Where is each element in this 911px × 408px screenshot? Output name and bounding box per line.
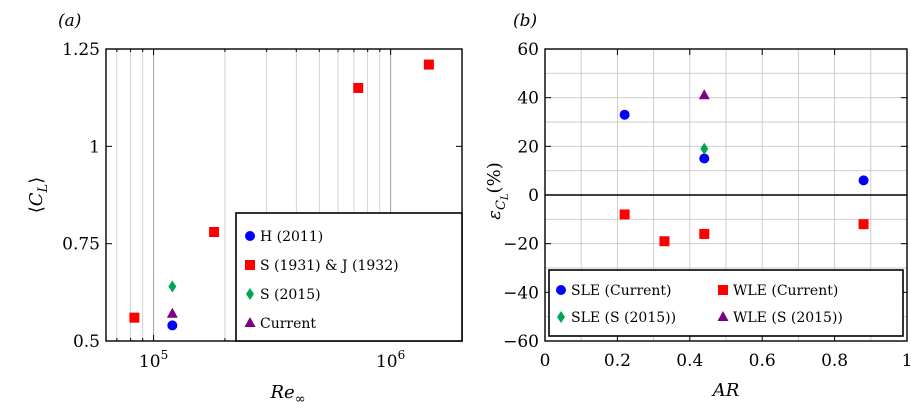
legend-marker (245, 260, 255, 270)
panel-a-chart: 0.5 0.75 1 1.25 105 106 Re∞ ⟨CL⟩ (a) H (2011) S (1… (26, 11, 463, 407)
data-point (699, 153, 710, 164)
legend-box (548, 269, 904, 337)
data-point (698, 89, 710, 100)
data-point (353, 82, 364, 93)
series-circle (167, 320, 178, 331)
legend-entry: H (2011) (260, 229, 323, 245)
series-circle (619, 109, 869, 186)
x-tick-label: 0 (540, 351, 551, 371)
data-point (167, 320, 178, 331)
legend-entry: SLE (Current) (571, 283, 672, 299)
legend-marker (718, 285, 728, 295)
x-tick-label: 0.4 (676, 351, 703, 371)
legend-entry: WLE (Current) (733, 283, 838, 299)
panel-a-label: (a) (58, 11, 81, 31)
data-point (659, 236, 670, 247)
panel-b-legend: SLE (Current) WLE (Current) SLE (S (2015))… (548, 269, 904, 337)
legend-marker (717, 311, 729, 321)
legend-entry: WLE (S (2015)) (733, 310, 843, 326)
x-tick-label: 0.8 (821, 351, 848, 371)
legend-entry: SLE (S (2015)) (571, 310, 676, 326)
x-tick-label: 1 (902, 351, 911, 371)
panel-a-legend: H (2011) S (1931) & J (1932) S (2015) Curre… (235, 212, 463, 342)
legend-marker (245, 231, 255, 241)
legend-marker (556, 285, 566, 295)
series-triangle (166, 307, 178, 318)
x-axis-label: AR (711, 380, 740, 401)
series-square (129, 59, 434, 323)
panel-b-chart: −60 −40 −20 0 20 40 60 0 0.2 0.4 0.6 0.8 1 AR εCL(%) (b… (484, 11, 911, 401)
y-tick-label: 0.5 (73, 332, 100, 352)
panel-b-label: (b) (513, 11, 537, 31)
data-point (168, 280, 177, 293)
x-tick-label: 0.2 (604, 351, 631, 371)
series-square (619, 209, 869, 247)
data-point (619, 209, 630, 220)
series-diamond (700, 142, 709, 155)
x-axis-label: Re∞ (269, 382, 305, 407)
x-tick-label: 106 (376, 348, 405, 372)
x-tick-label: 0.6 (749, 351, 776, 371)
data-point (858, 175, 869, 186)
legend-entry: Current (260, 316, 316, 332)
y-tick-label: 40 (517, 89, 539, 109)
data-point (858, 219, 869, 230)
x-tick-label: 105 (139, 348, 168, 372)
legend-marker (557, 311, 565, 323)
y-tick-label: −60 (503, 332, 539, 352)
data-point (699, 228, 710, 239)
data-point (700, 142, 709, 155)
data-point (619, 109, 630, 120)
y-tick-label: 0 (528, 186, 539, 206)
data-point (423, 59, 434, 70)
series-diamond (168, 280, 177, 293)
y-axis-label: ⟨CL⟩ (26, 177, 51, 213)
y-tick-label: −40 (503, 283, 539, 303)
y-tick-label: 1 (89, 137, 100, 157)
data-point (166, 307, 178, 318)
legend-box (235, 212, 463, 342)
legend-entry: S (2015) (260, 287, 321, 303)
legend-entry: S (1931) & J (1932) (260, 258, 399, 274)
y-tick-label: 20 (517, 137, 539, 157)
legend-marker (244, 317, 256, 327)
y-tick-label: 1.25 (62, 40, 100, 60)
y-axis-label: εCL(%) (484, 162, 511, 219)
data-point (129, 312, 140, 323)
legend-marker (246, 288, 254, 300)
y-tick-label: 0.75 (62, 235, 100, 255)
data-point (209, 226, 220, 237)
y-tick-label: 60 (517, 40, 539, 60)
series-triangle (698, 89, 710, 100)
y-tick-label: −20 (503, 235, 539, 255)
